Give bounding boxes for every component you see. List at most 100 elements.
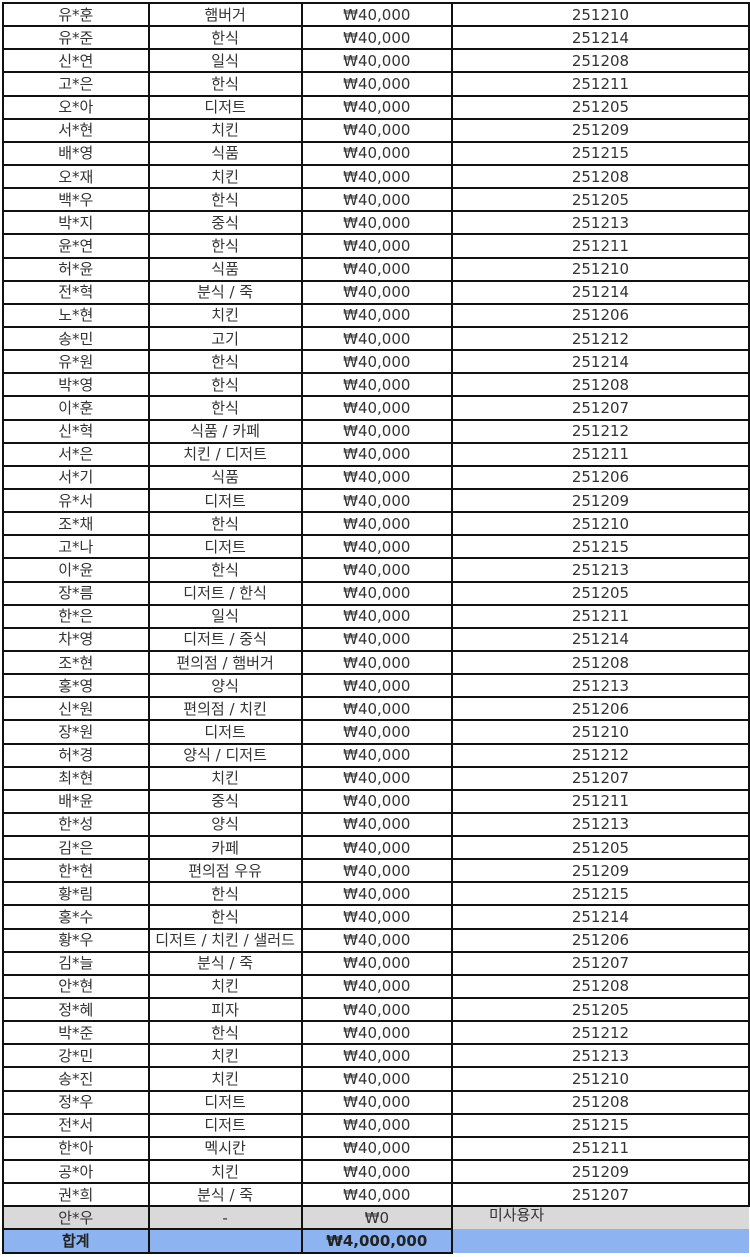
category-cell[interactable]: 분식 / 죽	[147, 1182, 303, 1208]
category-cell[interactable]: 한식	[147, 1020, 303, 1046]
amount-cell[interactable]: ₩40,000	[300, 1135, 453, 1162]
date-cell[interactable]: 251209	[450, 1159, 750, 1185]
name-cell[interactable]: 권*희	[2, 1182, 150, 1208]
amount-cell[interactable]: ₩40,000	[300, 1112, 453, 1138]
date-cell[interactable]: 251206	[450, 696, 750, 722]
amount-cell[interactable]: ₩40,000	[300, 418, 453, 444]
category-cell[interactable]: 디저트	[147, 1089, 303, 1115]
name-cell[interactable]: 홍*영	[2, 673, 150, 699]
date-cell[interactable]: 251205	[450, 997, 750, 1023]
name-cell[interactable]: 오*재	[2, 163, 150, 190]
category-cell[interactable]: 멕시칸	[147, 1135, 303, 1162]
name-cell[interactable]: 유*훈	[2, 1, 150, 28]
amount-cell[interactable]: ₩40,000	[300, 511, 453, 537]
date-cell[interactable]: 251212	[450, 325, 750, 352]
name-cell[interactable]: 송*진	[2, 1066, 150, 1092]
category-cell[interactable]: 편의점 / 치킨	[147, 696, 303, 722]
amount-cell[interactable]: ₩40,000	[300, 163, 453, 190]
amount-cell[interactable]: ₩40,000	[300, 279, 453, 305]
name-cell[interactable]: 배*윤	[2, 788, 150, 814]
amount-cell[interactable]: ₩40,000	[300, 858, 453, 884]
category-cell[interactable]: 일식	[147, 603, 303, 629]
amount-cell[interactable]: ₩40,000	[300, 788, 453, 814]
date-cell[interactable]: 251210	[450, 1, 750, 28]
category-cell[interactable]: 치킨	[147, 1066, 303, 1092]
name-cell[interactable]: 허*경	[2, 742, 150, 768]
date-cell[interactable]: 251209	[450, 858, 750, 884]
date-cell[interactable]: 251207	[450, 765, 750, 791]
category-cell[interactable]: 식품	[147, 140, 303, 166]
name-cell[interactable]: 공*아	[2, 1159, 150, 1185]
name-cell[interactable]: 정*혜	[2, 997, 150, 1023]
date-cell[interactable]: 251208	[450, 973, 750, 1000]
amount-cell[interactable]: ₩40,000	[300, 904, 453, 930]
date-cell[interactable]: 251209	[450, 487, 750, 514]
name-cell[interactable]: 유*준	[2, 25, 150, 51]
category-cell[interactable]: 디저트	[147, 487, 303, 514]
date-cell[interactable]: 251210	[450, 256, 750, 282]
date-cell[interactable]: 251215	[450, 881, 750, 907]
amount-cell[interactable]: ₩40,000	[300, 626, 453, 652]
category-cell[interactable]: 치킨	[147, 163, 303, 190]
amount-cell[interactable]: ₩40,000	[300, 835, 453, 861]
category-cell[interactable]: 양식	[147, 811, 303, 838]
name-cell[interactable]: 안*우	[2, 1205, 150, 1231]
name-cell[interactable]: 신*혁	[2, 418, 150, 444]
name-cell[interactable]: 김*늘	[2, 950, 150, 976]
empty-cell[interactable]	[450, 1229, 749, 1253]
amount-cell[interactable]: ₩40,000	[300, 765, 453, 791]
name-cell[interactable]: 장*원	[2, 719, 150, 745]
amount-cell[interactable]: ₩40,000	[300, 881, 453, 907]
category-cell[interactable]: 햄버거	[147, 1, 303, 28]
name-cell[interactable]: 서*은	[2, 441, 150, 467]
date-cell[interactable]: 251213	[450, 210, 750, 236]
amount-cell[interactable]: ₩40,000	[300, 1066, 453, 1092]
category-cell[interactable]: 디저트	[147, 534, 303, 560]
category-cell[interactable]: 식품	[147, 464, 303, 490]
amount-cell[interactable]: ₩40,000	[300, 487, 453, 514]
amount-cell[interactable]: ₩40,000	[300, 1, 453, 28]
name-cell[interactable]: 한*은	[2, 603, 150, 629]
date-cell[interactable]: 251207	[450, 395, 750, 421]
date-cell[interactable]: 251210	[450, 719, 750, 745]
name-cell[interactable]: 조*현	[2, 649, 150, 676]
category-cell[interactable]: 한식	[147, 25, 303, 51]
category-cell[interactable]: 식품	[147, 256, 303, 282]
date-cell[interactable]: 251211	[450, 788, 750, 814]
category-cell[interactable]: 일식	[147, 48, 303, 74]
name-cell[interactable]: 노*현	[2, 302, 150, 328]
date-cell[interactable]: 251213	[450, 673, 750, 699]
amount-cell[interactable]: ₩40,000	[300, 117, 453, 143]
date-cell[interactable]: 251213	[450, 1043, 750, 1069]
date-cell[interactable]: 251215	[450, 140, 750, 166]
date-cell[interactable]: 251214	[450, 626, 750, 652]
category-cell[interactable]: 한식	[147, 904, 303, 930]
name-cell[interactable]: 정*우	[2, 1089, 150, 1115]
category-cell[interactable]: 치킨	[147, 1159, 303, 1185]
date-cell[interactable]: 251213	[450, 811, 750, 838]
name-cell[interactable]: 황*우	[2, 927, 150, 953]
amount-cell[interactable]: ₩40,000	[300, 25, 453, 51]
category-cell[interactable]: 치킨	[147, 302, 303, 328]
name-cell[interactable]: 김*은	[2, 835, 150, 861]
name-cell[interactable]: 허*윤	[2, 256, 150, 282]
category-cell[interactable]: 한식	[147, 187, 303, 213]
amount-cell[interactable]: ₩40,000	[300, 256, 453, 282]
date-cell[interactable]: 251206	[450, 302, 750, 328]
name-cell[interactable]: 박*영	[2, 372, 150, 398]
name-cell[interactable]: 신*원	[2, 696, 150, 722]
category-cell[interactable]: 분식 / 죽	[147, 950, 303, 976]
date-cell[interactable]: 251206	[450, 927, 750, 953]
category-cell[interactable]: 편의점 우유	[147, 858, 303, 884]
name-cell[interactable]: 배*영	[2, 140, 150, 166]
date-cell[interactable]: 251212	[450, 1020, 750, 1046]
amount-cell[interactable]: ₩40,000	[300, 557, 453, 583]
name-cell[interactable]: 유*원	[2, 349, 150, 375]
name-cell[interactable]: 차*영	[2, 626, 150, 652]
amount-cell[interactable]: ₩40,000	[300, 325, 453, 352]
date-cell[interactable]: 251211	[450, 441, 750, 467]
amount-cell[interactable]: ₩40,000	[300, 696, 453, 722]
amount-cell[interactable]: ₩40,000	[300, 973, 453, 1000]
date-cell[interactable]: 251205	[450, 94, 750, 120]
category-cell[interactable]: 치킨	[147, 1043, 303, 1069]
